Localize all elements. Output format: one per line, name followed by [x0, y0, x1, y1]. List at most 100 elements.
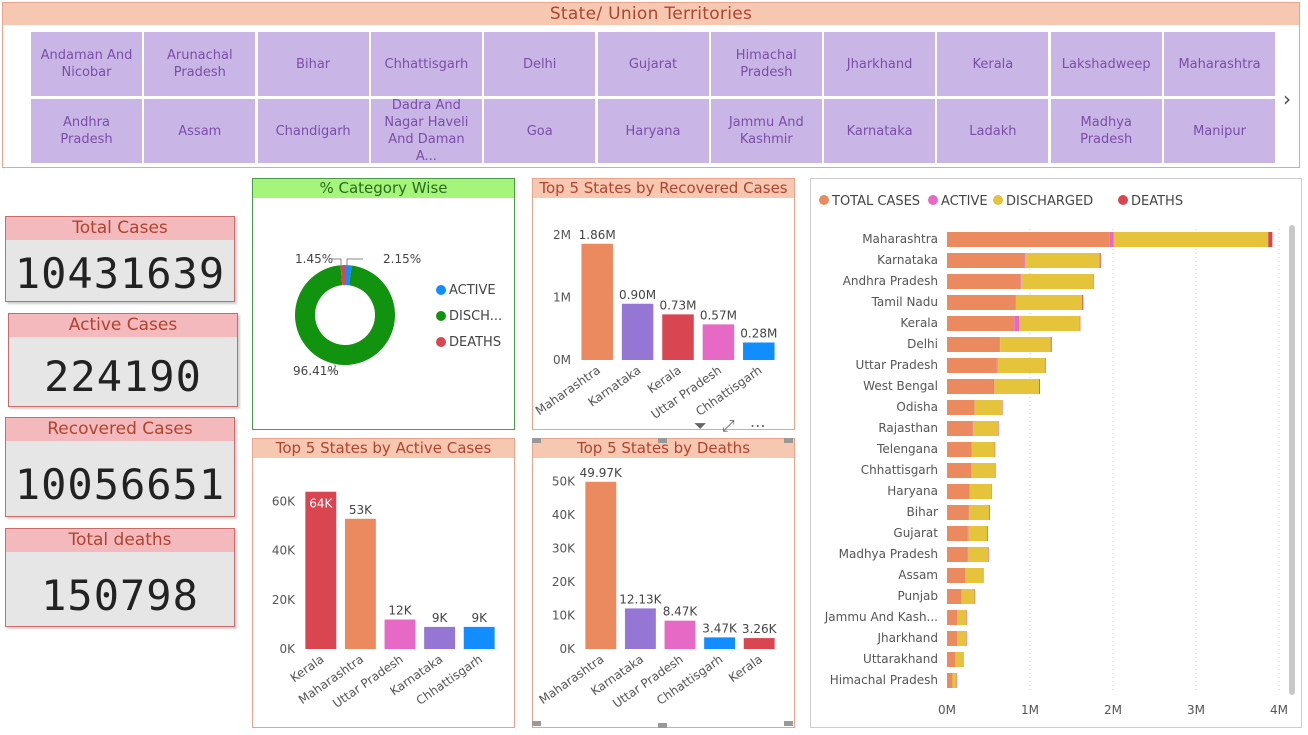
slicer-tile[interactable]: Assam [144, 99, 256, 163]
slicer-tile[interactable]: Arunachal Pradesh [144, 32, 256, 96]
slicer-tile[interactable]: Bihar [257, 32, 369, 96]
slicer-tile[interactable]: Goa [484, 99, 596, 163]
stacked-bar-segment[interactable] [957, 631, 967, 646]
bar[interactable] [344, 518, 376, 649]
slicer-tile[interactable]: Maharashtra [1164, 32, 1275, 96]
resize-handle[interactable] [658, 438, 667, 443]
stacked-bar-segment[interactable] [997, 358, 1045, 373]
stacked-bar-segment[interactable] [969, 484, 992, 499]
stacked-bar-segment[interactable] [947, 379, 994, 394]
slicer-tile[interactable]: Haryana [597, 99, 709, 163]
bar[interactable] [743, 638, 775, 649]
stacked-bar-segment[interactable] [957, 610, 967, 625]
stacked-bar-segment[interactable] [952, 673, 957, 688]
stacked-bar-segment[interactable] [1015, 295, 1016, 310]
stacked-bar-segment[interactable] [947, 505, 969, 520]
slicer-tile[interactable]: Delhi [484, 32, 596, 96]
stacked-bar-segment[interactable] [987, 526, 989, 541]
filter-icon[interactable]: ⏷ [694, 416, 707, 435]
scrollbar[interactable] [1289, 225, 1295, 695]
stacked-bar-segment[interactable] [947, 316, 1015, 331]
resize-handle[interactable] [784, 721, 793, 726]
stacked-bar-segment[interactable] [994, 442, 996, 457]
stacked-bar-segment[interactable] [966, 631, 967, 646]
stacked-bar-segment[interactable] [974, 400, 1002, 415]
stacked-bar-segment[interactable] [994, 379, 1040, 394]
deaths-bar-chart[interactable]: 0K 10K 20K 30K 40K 50K 49.97K Maharashtra 12.13K… [533, 459, 792, 725]
more-options-icon[interactable]: ⋯ [749, 416, 766, 435]
stacked-bar-segment[interactable] [996, 358, 998, 373]
slicer-tile[interactable]: Dadra And Nagar Haveli And Daman A... [370, 98, 482, 164]
slicer-tile[interactable]: Manipur [1164, 99, 1275, 163]
bar[interactable] [704, 637, 736, 649]
bar[interactable] [743, 342, 775, 361]
stacked-bar-segment[interactable] [947, 232, 1110, 247]
stacked-bar-segment[interactable] [1093, 274, 1094, 289]
donut-slice[interactable] [295, 265, 395, 365]
bar[interactable] [621, 303, 654, 360]
resize-handle[interactable] [658, 723, 667, 728]
donut-slice[interactable] [345, 265, 352, 286]
stacked-bar-segment[interactable] [1001, 400, 1003, 415]
stacked-bar-segment[interactable] [967, 547, 969, 562]
stacked-bar-segment[interactable] [968, 505, 990, 520]
stacked-bar-segment[interactable] [1113, 232, 1269, 247]
stacked-bar-segment[interactable] [966, 610, 967, 625]
stacked-bar-segment[interactable] [965, 568, 983, 583]
stacked-bar-segment[interactable] [968, 526, 988, 541]
stacked-bar-segment[interactable] [947, 484, 970, 499]
stacked-bar-segment[interactable] [1024, 253, 1026, 268]
stacked-bar-segment[interactable] [947, 400, 975, 415]
stacked-bar-segment[interactable] [947, 295, 1016, 310]
slicer-tile[interactable]: Andaman And Nicobar [31, 32, 142, 96]
stacked-bar-segment[interactable] [947, 568, 966, 583]
stacked-bar-segment[interactable] [947, 610, 957, 625]
bar[interactable] [702, 324, 735, 360]
stacked-bar-segment[interactable] [971, 463, 995, 478]
bar[interactable] [424, 626, 456, 649]
stacked-bar-segment[interactable] [956, 673, 957, 688]
bar[interactable] [662, 314, 694, 360]
stacked-bar-segment[interactable] [967, 526, 969, 541]
stacked-bar-segment[interactable] [947, 652, 956, 667]
stacked-bar-segment[interactable] [1109, 232, 1114, 247]
stacked-bar-segment[interactable] [947, 337, 1000, 352]
chevron-right-icon[interactable]: › [1283, 87, 1291, 111]
stacked-bar-segment[interactable] [999, 337, 1001, 352]
stacked-bar-segment[interactable] [947, 526, 968, 541]
stacked-bar-segment[interactable] [989, 505, 990, 520]
bar[interactable] [463, 626, 495, 649]
stacked-bar-segment[interactable] [1099, 253, 1101, 268]
slicer-tile[interactable]: Kerala [937, 32, 1049, 96]
stacked-bar-segment[interactable] [994, 463, 996, 478]
stacked-bar-segment[interactable] [1082, 295, 1084, 310]
stacked-bar-segment[interactable] [947, 673, 952, 688]
stacked-bar-segment[interactable] [988, 547, 989, 562]
bar[interactable] [581, 243, 613, 360]
slicer-tile[interactable]: Lakshadweep [1050, 32, 1162, 96]
stacked-bar-segment[interactable] [972, 421, 974, 436]
slicer-tile[interactable]: Chandigarh [257, 99, 369, 163]
state-stacked-bar-chart[interactable]: TOTAL CASES ACTIVE DISCHARGED DEATHS 0M 1M 2M 3… [811, 179, 1299, 725]
slicer-tile[interactable]: Andhra Pradesh [31, 99, 142, 163]
stacked-bar-segment[interactable] [993, 379, 995, 394]
bar[interactable] [585, 481, 617, 649]
bar[interactable] [384, 619, 416, 649]
slicer-tile[interactable]: Madhya Pradesh [1050, 99, 1162, 163]
stacked-bar-segment[interactable] [1020, 274, 1094, 289]
stacked-bar-segment[interactable] [947, 631, 957, 646]
stacked-bar-segment[interactable] [947, 358, 997, 373]
stacked-bar-segment[interactable] [973, 421, 999, 436]
stacked-bar-segment[interactable] [1079, 316, 1081, 331]
stacked-bar-segment[interactable] [982, 568, 984, 583]
bar[interactable] [624, 608, 656, 649]
resize-handle[interactable] [532, 438, 541, 443]
stacked-bar-segment[interactable] [947, 463, 972, 478]
slicer-tile[interactable]: Ladakh [937, 99, 1049, 163]
resize-handle[interactable] [784, 438, 793, 443]
stacked-bar-segment[interactable] [1020, 274, 1021, 289]
stacked-bar-segment[interactable] [1014, 316, 1020, 331]
stacked-bar-segment[interactable] [947, 589, 962, 604]
